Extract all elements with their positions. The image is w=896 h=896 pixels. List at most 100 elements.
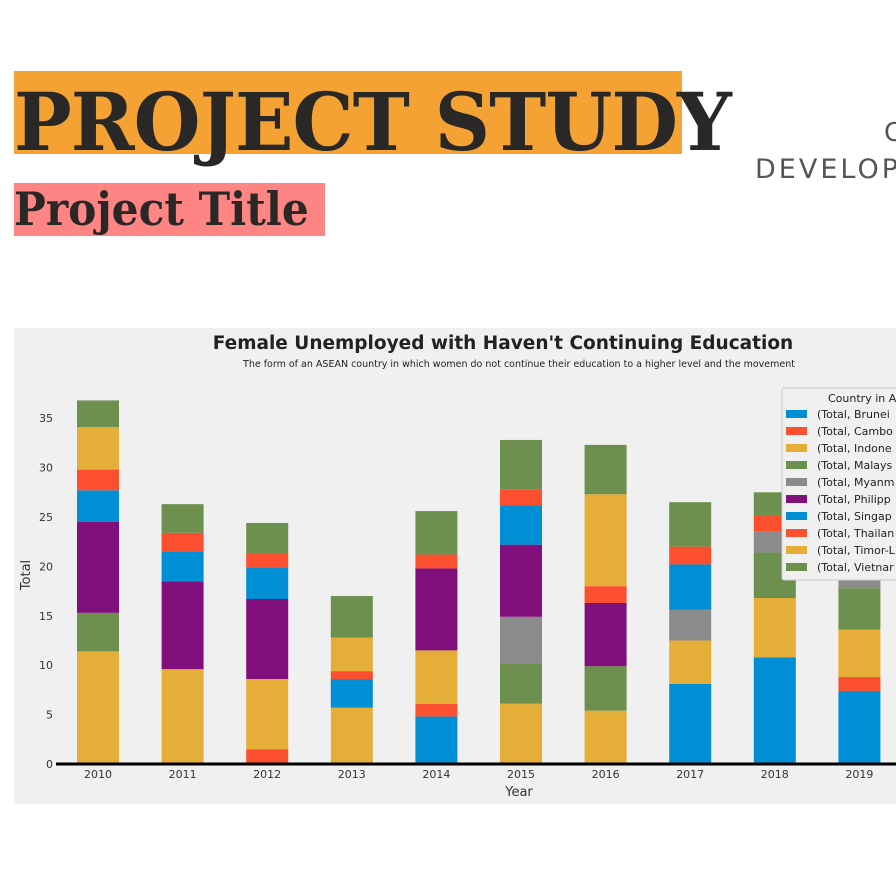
bar-segment — [838, 579, 881, 589]
bar-segment — [77, 651, 119, 764]
x-tick-label: 2015 — [507, 768, 535, 781]
bar-segment — [77, 521, 119, 613]
bar-segment — [669, 640, 712, 684]
x-ticks: 2010 2011 2012 2013 2014 2015 2016 2017 2018 2019 — [84, 768, 873, 781]
y-tick-label: 0 — [46, 758, 53, 771]
legend-label: (Total, Indone — [817, 442, 892, 455]
x-tick-label: 2017 — [676, 768, 704, 781]
bar-segment — [500, 505, 542, 545]
bar-segment — [500, 663, 542, 704]
bar-segment — [330, 671, 373, 680]
project-title-heading: Project Title — [14, 182, 309, 236]
x-tick-label: 2013 — [338, 768, 366, 781]
bar-segment — [330, 679, 373, 708]
right-subheading-fragment: DEVELOP — [755, 154, 896, 185]
bar-segment — [584, 586, 627, 603]
bar-segment — [246, 553, 289, 568]
y-tick-label: 5 — [46, 709, 53, 722]
bar-segment — [500, 439, 542, 490]
right-heading-fragment: C — [884, 118, 896, 148]
bar-segment — [753, 598, 796, 658]
bar-segment — [161, 504, 204, 533]
bar-segment — [246, 599, 289, 680]
bar-segment — [330, 637, 373, 672]
stacked-bar-chart: Female Unemployed with Haven't Continuin… — [19, 333, 896, 800]
x-tick-label: 2018 — [761, 768, 789, 781]
x-tick-label: 2014 — [422, 768, 450, 781]
legend-label: (Total, Cambo — [817, 425, 893, 438]
bars — [77, 400, 881, 764]
legend: Country in A (Total, Brunei (Total, Cambo… — [781, 387, 896, 581]
bar-segment — [669, 502, 712, 547]
legend-label: (Total, Brunei — [817, 408, 890, 421]
y-tick-label: 30 — [39, 462, 53, 475]
legend-label: (Total, Malays — [817, 459, 893, 472]
legend-box — [781, 387, 896, 581]
legend-label: (Total, Timor-L — [817, 544, 896, 557]
legend-swatch — [786, 495, 807, 503]
bar-segment — [669, 546, 712, 565]
bar-segment — [161, 551, 204, 582]
legend-swatch — [786, 461, 807, 469]
bar-segment — [500, 489, 542, 506]
bar-segment — [77, 490, 119, 522]
bar-segment — [584, 666, 627, 711]
x-axis-label: Year — [504, 785, 533, 800]
bar-segment — [330, 596, 373, 638]
bar-segment — [415, 554, 458, 569]
bar-segment — [330, 707, 373, 764]
bar-segment — [161, 669, 204, 764]
legend-label: (Total, Singap — [817, 510, 892, 523]
bar-segment — [669, 609, 712, 641]
chart-panel: Female Unemployed with Haven't Continuin… — [14, 328, 896, 804]
bar-segment — [584, 444, 627, 495]
legend-swatch — [786, 563, 807, 571]
bar-segment — [500, 544, 542, 617]
bar-segment — [415, 703, 458, 717]
bar-segment — [838, 629, 881, 678]
bar-segment — [246, 679, 289, 750]
x-tick-label: 2019 — [845, 768, 873, 781]
bar-segment — [415, 511, 458, 555]
chart-title: Female Unemployed with Haven't Continuin… — [213, 333, 793, 354]
legend-title: Country in A — [828, 392, 896, 405]
x-tick-label: 2011 — [169, 768, 197, 781]
chart-subtitle: The form of an ASEAN country in which wo… — [242, 359, 795, 370]
legend-swatch — [786, 410, 807, 418]
x-tick-label: 2010 — [84, 768, 112, 781]
y-tick-label: 25 — [39, 511, 53, 524]
y-axis-label: Total — [19, 560, 34, 591]
legend-swatch — [786, 529, 807, 537]
bar-segment — [77, 400, 119, 428]
legend-swatch — [786, 427, 807, 435]
title-highlight — [14, 71, 682, 154]
y-tick-label: 15 — [39, 610, 53, 623]
legend-swatch — [786, 546, 807, 554]
legend-label: (Total, Vietnar — [817, 561, 894, 574]
legend-swatch — [786, 512, 807, 520]
bar-segment — [77, 469, 119, 491]
legend-swatch — [786, 478, 807, 486]
bar-segment — [753, 657, 796, 764]
bar-segment — [584, 602, 627, 667]
x-tick-label: 2016 — [592, 768, 620, 781]
bar-segment — [669, 683, 712, 764]
legend-label: (Total, Myanm — [817, 476, 894, 489]
bar-segment — [415, 650, 458, 704]
legend-swatch — [786, 444, 807, 452]
legend-label: (Total, Philipp — [817, 493, 891, 506]
bar-segment — [161, 581, 204, 670]
bar-segment — [415, 716, 458, 764]
project-study-heading: PROJECT STUDY — [14, 75, 732, 169]
bar-segment — [500, 703, 542, 764]
bar-segment — [161, 532, 204, 552]
y-tick-label: 20 — [39, 560, 53, 573]
bar-segment — [246, 749, 289, 764]
bar-segment — [246, 567, 289, 600]
bar-segment — [77, 612, 119, 652]
bar-segment — [246, 522, 289, 554]
bar-segment — [584, 710, 627, 764]
bar-segment — [669, 564, 712, 610]
bar-segment — [838, 690, 881, 764]
x-tick-label: 2012 — [253, 768, 281, 781]
